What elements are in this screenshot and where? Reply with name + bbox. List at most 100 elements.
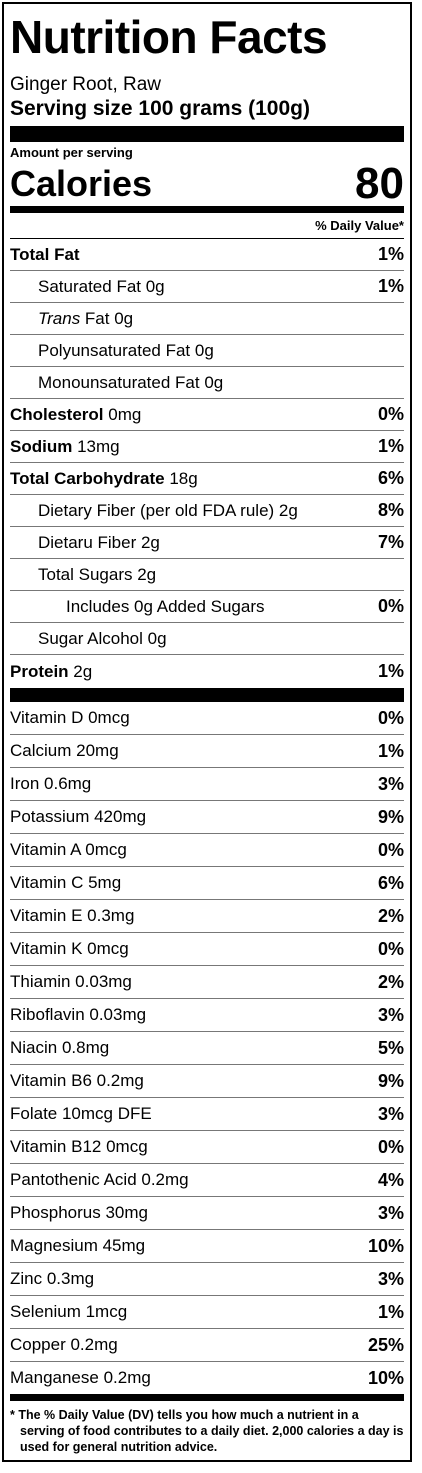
vitamin-dv: 4% <box>377 1169 404 1190</box>
vitamin-label: Thiamin 0.03mg <box>10 972 132 991</box>
nutrient-row-protein: Protein 2g 1% <box>10 654 404 688</box>
nutrient-row-sodium: Sodium 13mg 1% <box>10 430 404 462</box>
nutrient-row-added-sugars: Includes 0g Added Sugars 0% <box>10 590 404 622</box>
vitamin-dv: 0% <box>377 1136 404 1157</box>
vitamin-row: Thiamin 0.03mg 2% <box>10 965 404 998</box>
nutrient-row-total-sugars: Total Sugars 2g <box>10 558 404 590</box>
vitamin-label: Calcium 20mg <box>10 741 119 760</box>
nutrient-name: Saturated Fat 0g <box>38 276 165 296</box>
vitamin-dv: 1% <box>377 1301 404 1322</box>
nutrient-list: Total Fat 1% Saturated Fat 0g 1% Trans F… <box>10 239 404 688</box>
vitamin-dv: 3% <box>377 1268 404 1289</box>
vitamin-dv: 9% <box>377 1070 404 1091</box>
nutrient-name: Includes 0g Added Sugars <box>66 596 265 616</box>
vitamin-label: Magnesium 45mg <box>10 1236 146 1255</box>
vitamin-dv: 5% <box>377 1037 404 1058</box>
serving-size: Serving size 100 grams (100g) <box>10 97 310 120</box>
vitamin-row: Copper 0.2mg 25% <box>10 1328 404 1361</box>
medium-divider <box>10 206 404 213</box>
vitamin-label: Potassium 420mg <box>10 807 147 826</box>
nutrition-label: Nutrition Facts Ginger Root, Raw Serving… <box>2 2 412 1462</box>
vitamin-label: Manganese 0.2mg <box>10 1368 151 1387</box>
vitamin-label: Vitamin D 0mcg <box>10 708 130 727</box>
vitamin-label: Vitamin B12 0mcg <box>10 1137 148 1156</box>
calories-row: Calories 80 <box>10 160 404 206</box>
amount-per-serving: Amount per serving <box>10 145 133 160</box>
vitamin-row: Magnesium 45mg 10% <box>10 1229 404 1262</box>
nutrient-dv: 0% <box>377 596 404 616</box>
vitamin-row: Vitamin C 5mg 6% <box>10 866 404 899</box>
vitamin-row: Pantothenic Acid 0.2mg 4% <box>10 1163 404 1196</box>
vitamin-dv: 2% <box>377 905 404 926</box>
nutrient-row-total-carbohydrate: Total Carbohydrate 18g 6% <box>10 462 404 494</box>
nutrient-row-saturated-fat: Saturated Fat 0g 1% <box>10 270 404 302</box>
nutrient-name: Total Sugars 2g <box>38 564 157 584</box>
vitamin-label: Zinc 0.3mg <box>10 1269 95 1288</box>
vitamin-row: Vitamin B6 0.2mg 9% <box>10 1064 404 1097</box>
vitamin-dv: 2% <box>377 971 404 992</box>
nutrient-dv: 6% <box>377 468 404 488</box>
nutrient-row-sugar-alcohol: Sugar Alcohol 0g <box>10 622 404 654</box>
vitamin-row: Riboflavin 0.03mg 3% <box>10 998 404 1031</box>
nutrient-name: Total Carbohydrate <box>10 468 165 488</box>
thick-divider <box>10 126 404 142</box>
vitamin-label: Vitamin A 0mcg <box>10 840 127 859</box>
vitamin-dv: 0% <box>377 707 404 728</box>
footnote: * The % Daily Value (DV) tells you how m… <box>10 1408 404 1454</box>
vitamin-label: Riboflavin 0.03mg <box>10 1005 147 1024</box>
daily-value-header: % Daily Value* <box>10 213 404 239</box>
nutrient-amount: 13mg <box>72 436 120 456</box>
vitamin-row: Selenium 1mcg 1% <box>10 1295 404 1328</box>
vitamin-row: Potassium 420mg 9% <box>10 800 404 833</box>
vitamin-dv: 0% <box>377 839 404 860</box>
nutrient-row-cholesterol: Cholesterol 0mg 0% <box>10 398 404 430</box>
vitamin-row: Vitamin E 0.3mg 2% <box>10 899 404 932</box>
medium-divider <box>10 1394 404 1401</box>
nutrient-dv: 7% <box>377 532 404 552</box>
label-title: Nutrition Facts <box>10 11 328 63</box>
nutrient-row-total-fat: Total Fat 1% <box>10 239 404 270</box>
vitamin-list: Vitamin D 0mcg 0% Calcium 20mg 1% Iron 0.6… <box>10 702 404 1394</box>
vitamin-label: Vitamin B6 0.2mg <box>10 1071 144 1090</box>
vitamin-label: Folate 10mcg DFE <box>10 1104 152 1123</box>
nutrient-row-polyunsaturated-fat: Polyunsaturated Fat 0g <box>10 334 404 366</box>
calories-value: 80 <box>355 159 404 208</box>
vitamin-label: Copper 0.2mg <box>10 1335 118 1354</box>
nutrient-name: Protein <box>10 661 69 681</box>
nutrient-name-italic: Trans <box>38 308 81 328</box>
thick-divider <box>10 688 404 702</box>
nutrient-name: Cholesterol <box>10 404 104 424</box>
vitamin-dv: 10% <box>367 1235 404 1256</box>
calories-label: Calories <box>10 163 153 204</box>
nutrient-name: Total Fat <box>10 244 80 264</box>
vitamin-dv: 9% <box>377 806 404 827</box>
nutrient-name: Polyunsaturated Fat 0g <box>38 340 214 360</box>
vitamin-row: Vitamin A 0mcg 0% <box>10 833 404 866</box>
nutrient-name: Dietaru Fiber 2g <box>38 532 160 552</box>
nutrient-name: Monounsaturated Fat 0g <box>38 372 224 392</box>
vitamin-dv: 3% <box>377 773 404 794</box>
nutrient-amount: 0mg <box>103 404 142 424</box>
vitamin-row: Zinc 0.3mg 3% <box>10 1262 404 1295</box>
vitamin-label: Vitamin C 5mg <box>10 873 122 892</box>
vitamin-dv: 25% <box>367 1334 404 1355</box>
nutrient-name: Dietary Fiber (per old FDA rule) 2g <box>38 500 298 520</box>
nutrient-row-dietary-fiber-old: Dietary Fiber (per old FDA rule) 2g 8% <box>10 494 404 526</box>
nutrient-name: Fat 0g <box>80 308 134 328</box>
nutrient-row-trans-fat: Trans Fat 0g <box>10 302 404 334</box>
nutrient-amount: 2g <box>68 661 93 681</box>
vitamin-row: Vitamin D 0mcg 0% <box>10 702 404 734</box>
nutrient-row-monounsaturated-fat: Monounsaturated Fat 0g <box>10 366 404 398</box>
vitamin-label: Vitamin E 0.3mg <box>10 906 135 925</box>
food-name: Ginger Root, Raw <box>10 74 162 95</box>
vitamin-dv: 10% <box>367 1367 404 1388</box>
nutrient-dv: 8% <box>377 500 404 520</box>
nutrient-amount: 18g <box>164 468 198 488</box>
vitamin-row: Iron 0.6mg 3% <box>10 767 404 800</box>
vitamin-dv: 3% <box>377 1004 404 1025</box>
vitamin-label: Pantothenic Acid 0.2mg <box>10 1170 189 1189</box>
vitamin-dv: 3% <box>377 1202 404 1223</box>
vitamin-row: Niacin 0.8mg 5% <box>10 1031 404 1064</box>
nutrient-dv: 1% <box>377 661 404 681</box>
nutrient-row-dietary-fiber: Dietaru Fiber 2g 7% <box>10 526 404 558</box>
